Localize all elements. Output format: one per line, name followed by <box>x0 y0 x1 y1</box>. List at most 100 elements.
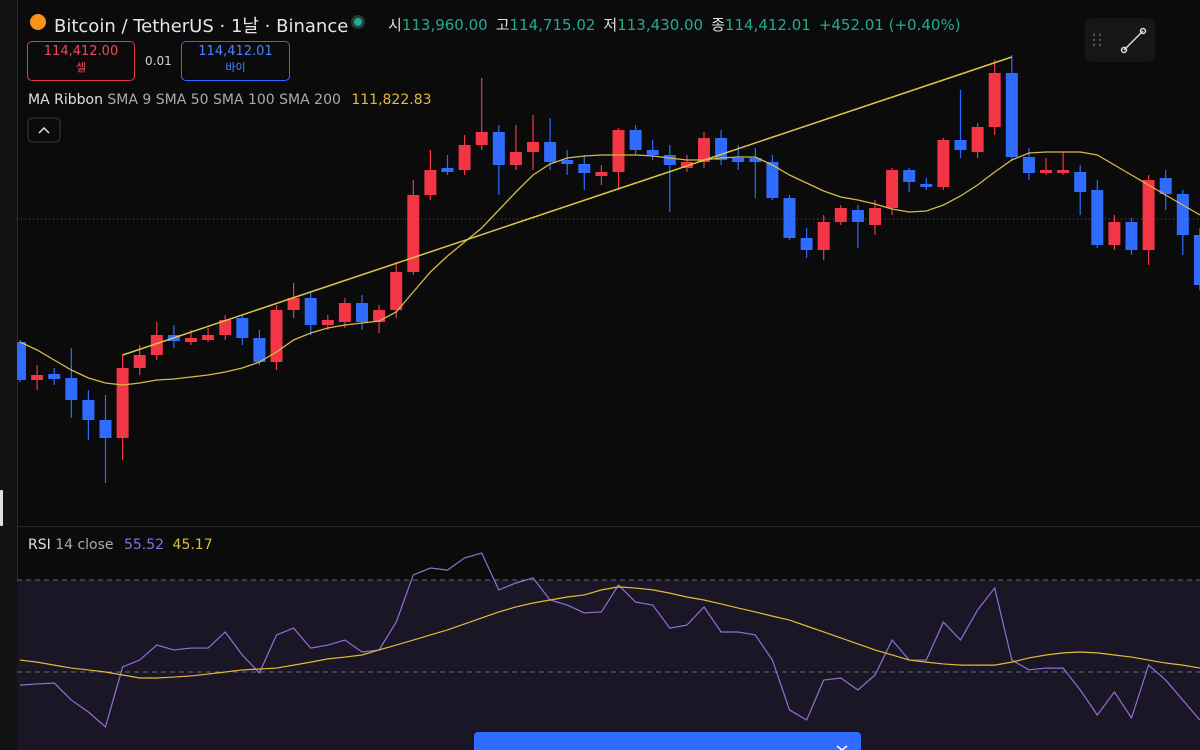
candle-body <box>185 338 197 342</box>
candle-body <box>869 208 881 225</box>
candle-body <box>578 164 591 173</box>
pane-separator <box>17 526 1200 527</box>
candle-body <box>338 303 351 322</box>
candle-body <box>629 130 642 150</box>
candle-body <box>1074 172 1087 192</box>
bottom-banner[interactable] <box>474 732 861 750</box>
candle-body <box>475 132 488 145</box>
trendline-tool-icon[interactable] <box>1120 27 1147 54</box>
candle-body <box>527 142 539 152</box>
candle-body <box>236 318 249 338</box>
ohlc-label: 시 <box>388 16 402 34</box>
chevron-up <box>38 126 50 134</box>
candle-body <box>766 162 779 198</box>
candle-body <box>663 155 676 165</box>
candle-body <box>373 310 386 322</box>
candle-body <box>817 222 830 250</box>
ma-value: 111,822.83 <box>351 92 432 108</box>
candle-body <box>1142 180 1155 250</box>
ohlc-label: 저 <box>603 16 618 34</box>
candle-body <box>851 210 864 222</box>
candle-body <box>424 170 437 195</box>
rsi-legend: RSI 14 close 55.52 45.17 <box>28 537 213 553</box>
drawing-toolbar[interactable] <box>1085 18 1155 62</box>
sell-button[interactable]: 114,412.00 셀 <box>27 41 135 81</box>
ohlc-value: 113,430.00 <box>617 16 704 34</box>
rsi-pane <box>17 552 1200 750</box>
candle-body <box>1108 222 1121 245</box>
rsi-value: 55.52 <box>123 537 165 553</box>
ohlc-value: 113,960.00 <box>401 16 488 34</box>
candle-body <box>612 130 625 172</box>
candle-body <box>133 355 146 368</box>
quantity: 0.01 <box>145 54 172 68</box>
ohlc-value: 114,715.02 <box>509 16 596 34</box>
candle-body <box>1005 73 1018 157</box>
ma-params: SMA 9 SMA 50 SMA 100 SMA 200 <box>107 92 341 108</box>
candle-body <box>544 142 557 162</box>
candle-body <box>646 150 659 155</box>
candle-body <box>1091 190 1104 245</box>
rsi-line <box>19 552 1200 729</box>
candle-body <box>17 342 26 380</box>
rsi-line <box>19 586 1200 679</box>
candle-body <box>1040 170 1052 173</box>
ohlc-row: 시113,960.00 고114,715.02 저113,430.00 종114,41… <box>388 14 961 35</box>
candle-body <box>82 400 95 420</box>
candle-body <box>732 158 745 162</box>
status-dot <box>354 18 362 26</box>
sell-label: 셀 <box>75 61 87 74</box>
buy-button[interactable]: 114,412.01 바이 <box>181 41 290 81</box>
ma-legend: MA Ribbon SMA 9 SMA 50 SMA 100 SMA 200 1… <box>28 92 432 108</box>
candle-body <box>988 73 1001 127</box>
candle-body <box>715 138 728 160</box>
symbol-title: Bitcoin / TetherUS · 1날 · Binance <box>54 16 349 37</box>
rsi-name: RSI <box>28 537 51 553</box>
candle-body <box>65 378 78 400</box>
candle-body <box>390 272 403 310</box>
change: +452.01 (+0.40%) <box>818 16 961 34</box>
candle-body <box>800 238 813 250</box>
candle-body <box>219 320 232 335</box>
moving-average <box>19 151 1200 386</box>
left-sidebar <box>0 0 17 750</box>
candle-body <box>150 335 163 355</box>
ohlc-value: 114,412.01 <box>724 16 811 34</box>
candle-body <box>783 198 796 238</box>
candle-body <box>48 374 61 379</box>
candle-body <box>680 162 693 168</box>
candle-body <box>1022 157 1035 173</box>
price-pane <box>17 55 1200 483</box>
ohlc-label: 고 <box>495 16 510 34</box>
candle-body <box>441 168 454 172</box>
candle-body <box>1125 222 1138 250</box>
candle-body <box>971 127 984 152</box>
candle-body <box>1193 235 1200 285</box>
bitcoin-icon <box>30 14 46 30</box>
candle-body <box>304 298 317 325</box>
sidebar-handle <box>0 490 3 526</box>
candle-body <box>99 420 112 438</box>
buy-price: 114,412.01 <box>198 44 273 59</box>
candle-body <box>749 158 762 162</box>
ma-name: MA Ribbon <box>28 92 103 108</box>
rsi-ma-value: 45.17 <box>172 537 213 553</box>
candle-body <box>202 335 215 340</box>
candle-body <box>321 320 334 325</box>
candle-body <box>492 132 505 165</box>
sell-price: 114,412.00 <box>43 44 119 59</box>
candle-body <box>1057 170 1070 173</box>
collapse-button[interactable] <box>27 117 61 143</box>
candle-body <box>954 140 967 150</box>
candle-body <box>561 160 574 164</box>
candle-body <box>31 375 44 380</box>
candle-body <box>937 140 950 187</box>
candle-body <box>116 368 129 438</box>
candle-body <box>407 195 420 272</box>
banner-chevron[interactable] <box>836 745 848 750</box>
rsi-band-fill <box>17 580 1200 750</box>
candle-body <box>1176 194 1189 235</box>
candle-body <box>458 145 471 170</box>
candle-body <box>886 170 899 208</box>
